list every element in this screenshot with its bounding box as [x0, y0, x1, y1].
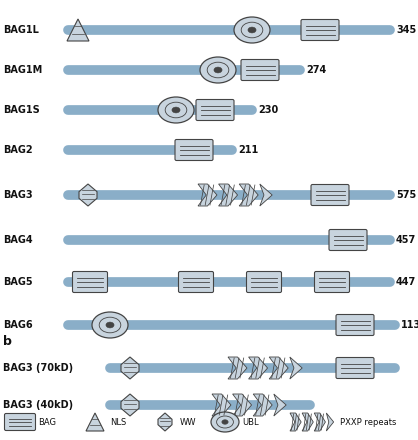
FancyBboxPatch shape	[5, 414, 36, 430]
Polygon shape	[219, 184, 237, 206]
Polygon shape	[158, 413, 172, 431]
FancyBboxPatch shape	[314, 271, 349, 293]
Text: BAG6: BAG6	[3, 320, 33, 330]
Ellipse shape	[158, 97, 194, 123]
Text: 447: 447	[396, 277, 416, 287]
Polygon shape	[228, 357, 247, 379]
Text: BAG4: BAG4	[3, 235, 33, 245]
Polygon shape	[274, 394, 286, 416]
Ellipse shape	[172, 107, 180, 113]
Ellipse shape	[92, 312, 128, 338]
Text: BAG3: BAG3	[3, 190, 33, 200]
Ellipse shape	[234, 17, 270, 43]
Text: WW: WW	[180, 418, 196, 426]
FancyBboxPatch shape	[72, 271, 107, 293]
Text: 230: 230	[258, 105, 278, 115]
Text: BAG1S: BAG1S	[3, 105, 40, 115]
Ellipse shape	[222, 420, 228, 424]
Polygon shape	[121, 394, 139, 416]
Polygon shape	[239, 184, 258, 206]
Text: BAG3 (40kD): BAG3 (40kD)	[3, 400, 73, 410]
Ellipse shape	[248, 27, 256, 33]
Text: BAG1L: BAG1L	[3, 25, 39, 35]
Polygon shape	[79, 184, 97, 206]
Text: BAG5: BAG5	[3, 277, 33, 287]
Polygon shape	[86, 413, 104, 431]
Polygon shape	[326, 413, 334, 431]
Polygon shape	[249, 357, 268, 379]
Ellipse shape	[106, 322, 114, 328]
Text: 211: 211	[238, 145, 258, 155]
FancyBboxPatch shape	[196, 99, 234, 121]
Polygon shape	[67, 19, 89, 41]
Text: BAG2: BAG2	[3, 145, 33, 155]
FancyBboxPatch shape	[329, 230, 367, 250]
Text: BAG3 (70kD): BAG3 (70kD)	[3, 363, 73, 373]
Text: 575: 575	[396, 190, 416, 200]
Text: UBL: UBL	[242, 418, 259, 426]
FancyBboxPatch shape	[336, 315, 374, 335]
Polygon shape	[314, 413, 325, 431]
FancyBboxPatch shape	[178, 271, 214, 293]
Ellipse shape	[214, 67, 222, 73]
FancyBboxPatch shape	[301, 19, 339, 40]
Text: 274: 274	[306, 65, 326, 75]
Polygon shape	[290, 413, 301, 431]
Polygon shape	[290, 357, 302, 379]
Text: 345: 345	[396, 25, 416, 35]
Ellipse shape	[211, 412, 239, 432]
Text: 457: 457	[396, 235, 416, 245]
Polygon shape	[121, 357, 139, 379]
Polygon shape	[269, 357, 288, 379]
Polygon shape	[198, 184, 217, 206]
Polygon shape	[253, 394, 272, 416]
Text: BAG: BAG	[38, 418, 56, 426]
Polygon shape	[212, 394, 231, 416]
Text: BAG1M: BAG1M	[3, 65, 42, 75]
Text: PXXP repeats: PXXP repeats	[340, 418, 396, 426]
FancyBboxPatch shape	[241, 59, 279, 81]
Text: b: b	[3, 335, 12, 348]
FancyBboxPatch shape	[247, 271, 281, 293]
FancyBboxPatch shape	[311, 184, 349, 205]
Text: 1132: 1132	[401, 320, 418, 330]
Polygon shape	[302, 413, 313, 431]
Text: NLS: NLS	[110, 418, 126, 426]
FancyBboxPatch shape	[175, 139, 213, 161]
Polygon shape	[232, 394, 252, 416]
FancyBboxPatch shape	[336, 357, 374, 378]
Ellipse shape	[200, 57, 236, 83]
Polygon shape	[260, 184, 272, 206]
